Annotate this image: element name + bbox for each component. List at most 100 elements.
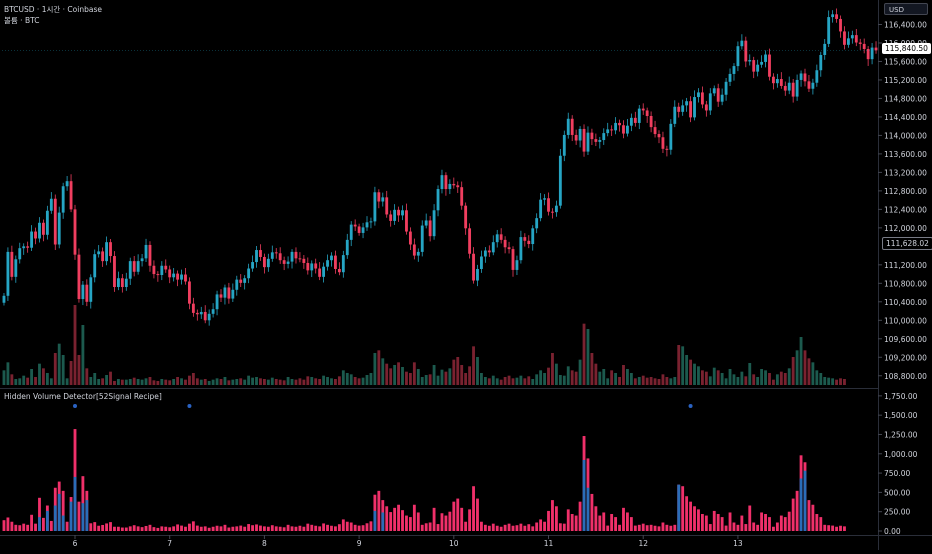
indicator-bar-red (140, 527, 144, 531)
indicator-bar-blue (57, 493, 61, 531)
candle-body (148, 244, 152, 266)
candle-body (756, 64, 760, 72)
volume-bar (724, 378, 728, 385)
volume-bar (839, 378, 842, 385)
indicator-tick-label: 1,000.00 (884, 450, 918, 459)
volume-bar (811, 362, 815, 385)
candle-body (468, 228, 472, 254)
volume-bar (85, 368, 89, 385)
volume-bar (144, 378, 148, 385)
volume-bar (716, 370, 720, 385)
candle-body (302, 258, 306, 263)
candle-body (397, 209, 400, 216)
volume-bar (772, 379, 775, 385)
volume-bar (298, 378, 302, 385)
candle-body (81, 284, 85, 300)
candle-body (803, 73, 807, 82)
candle-body (436, 189, 440, 211)
indicator-title[interactable]: Hidden Volume Detector[52Signal Recipe] (4, 392, 162, 401)
price-tick-label: 112,400.00 (884, 205, 927, 214)
candle-body (152, 265, 156, 275)
volume-bar (440, 369, 444, 385)
volume-bar (815, 370, 819, 385)
indicator-bar-red (539, 519, 543, 531)
indicator-bar-red (795, 490, 799, 531)
indicator-bar-red (369, 521, 373, 531)
volume-bar (795, 350, 799, 385)
indicator-bar-red (219, 526, 223, 531)
currency-button[interactable]: USD (884, 3, 928, 15)
volume-bar (693, 363, 696, 385)
indicator-bar-blue (73, 476, 77, 531)
indicator-bar-red (286, 524, 290, 531)
candle-body (839, 18, 842, 32)
symbol-title[interactable]: BTCUSD · 1시간 · Coinbase (4, 5, 102, 14)
candle-body (424, 220, 428, 226)
indicator-bar-red (353, 524, 357, 531)
indicator-bar-red (708, 524, 712, 531)
candle-body (574, 134, 578, 141)
indicator-bar-red (562, 523, 566, 531)
candle-body (764, 54, 767, 62)
indicator-bar-red (136, 526, 140, 531)
candle-body (519, 237, 523, 261)
indicator-bar-blue (373, 510, 377, 531)
time-tick-label: 7 (167, 539, 172, 548)
indicator-bar-red (700, 514, 704, 531)
price-tick-label: 108,800.00 (884, 372, 927, 381)
candle-body (306, 262, 310, 271)
candle-body (89, 277, 93, 302)
candle-body (511, 249, 515, 270)
volume-bar (610, 370, 614, 385)
indicator-bar-red (456, 498, 460, 531)
indicator-bar-red (606, 525, 610, 531)
indicator-bar-red (361, 525, 365, 531)
volume-bar (728, 369, 732, 385)
volume-bar (803, 350, 807, 385)
indicator-bar-red (578, 501, 582, 531)
candle-body (846, 38, 850, 45)
indicator-bar-red (416, 512, 420, 531)
candle-body (775, 79, 779, 84)
volume-bar (227, 380, 231, 385)
candle-body (393, 209, 397, 221)
volume-bar (215, 378, 219, 385)
candle-body (369, 221, 373, 223)
indicator-bar-red (223, 524, 227, 531)
candle-body (795, 79, 799, 97)
indicator-bar-blue (61, 515, 65, 531)
indicator-bar-red (116, 526, 120, 531)
candle-body (85, 284, 89, 302)
candle-body (219, 294, 223, 298)
candle-body (570, 118, 574, 135)
volume-bar (487, 378, 491, 385)
price-tick-label: 112,000.00 (884, 224, 927, 233)
candle-body (720, 94, 724, 102)
volume-bar (132, 377, 136, 385)
volume-bar (361, 377, 365, 385)
indicator-bar-red (401, 510, 404, 531)
volume-bar (736, 377, 740, 385)
candle-body (42, 222, 45, 235)
indicator-bar-red (535, 522, 539, 531)
candle-body (259, 250, 262, 257)
volume-legend[interactable]: 볼륨 · BTC (4, 16, 40, 25)
indicator-bar-red (128, 526, 132, 531)
volume-bar (30, 369, 34, 385)
indicator-bar-red (519, 523, 523, 531)
candle-body (144, 244, 148, 259)
volume-bar (34, 377, 37, 385)
volume-bar (799, 337, 803, 385)
price-tick-label: 109,200.00 (884, 353, 927, 362)
indicator-bar-red (152, 527, 156, 531)
current-price-label: 115,840.50 (882, 43, 931, 54)
indicator-bar-red (618, 524, 621, 531)
candle-body (704, 104, 708, 111)
candle-body (779, 79, 783, 86)
volume-bar (598, 371, 602, 385)
volume-bar (507, 375, 511, 385)
candle-body (815, 70, 819, 83)
candle-body (653, 127, 657, 135)
